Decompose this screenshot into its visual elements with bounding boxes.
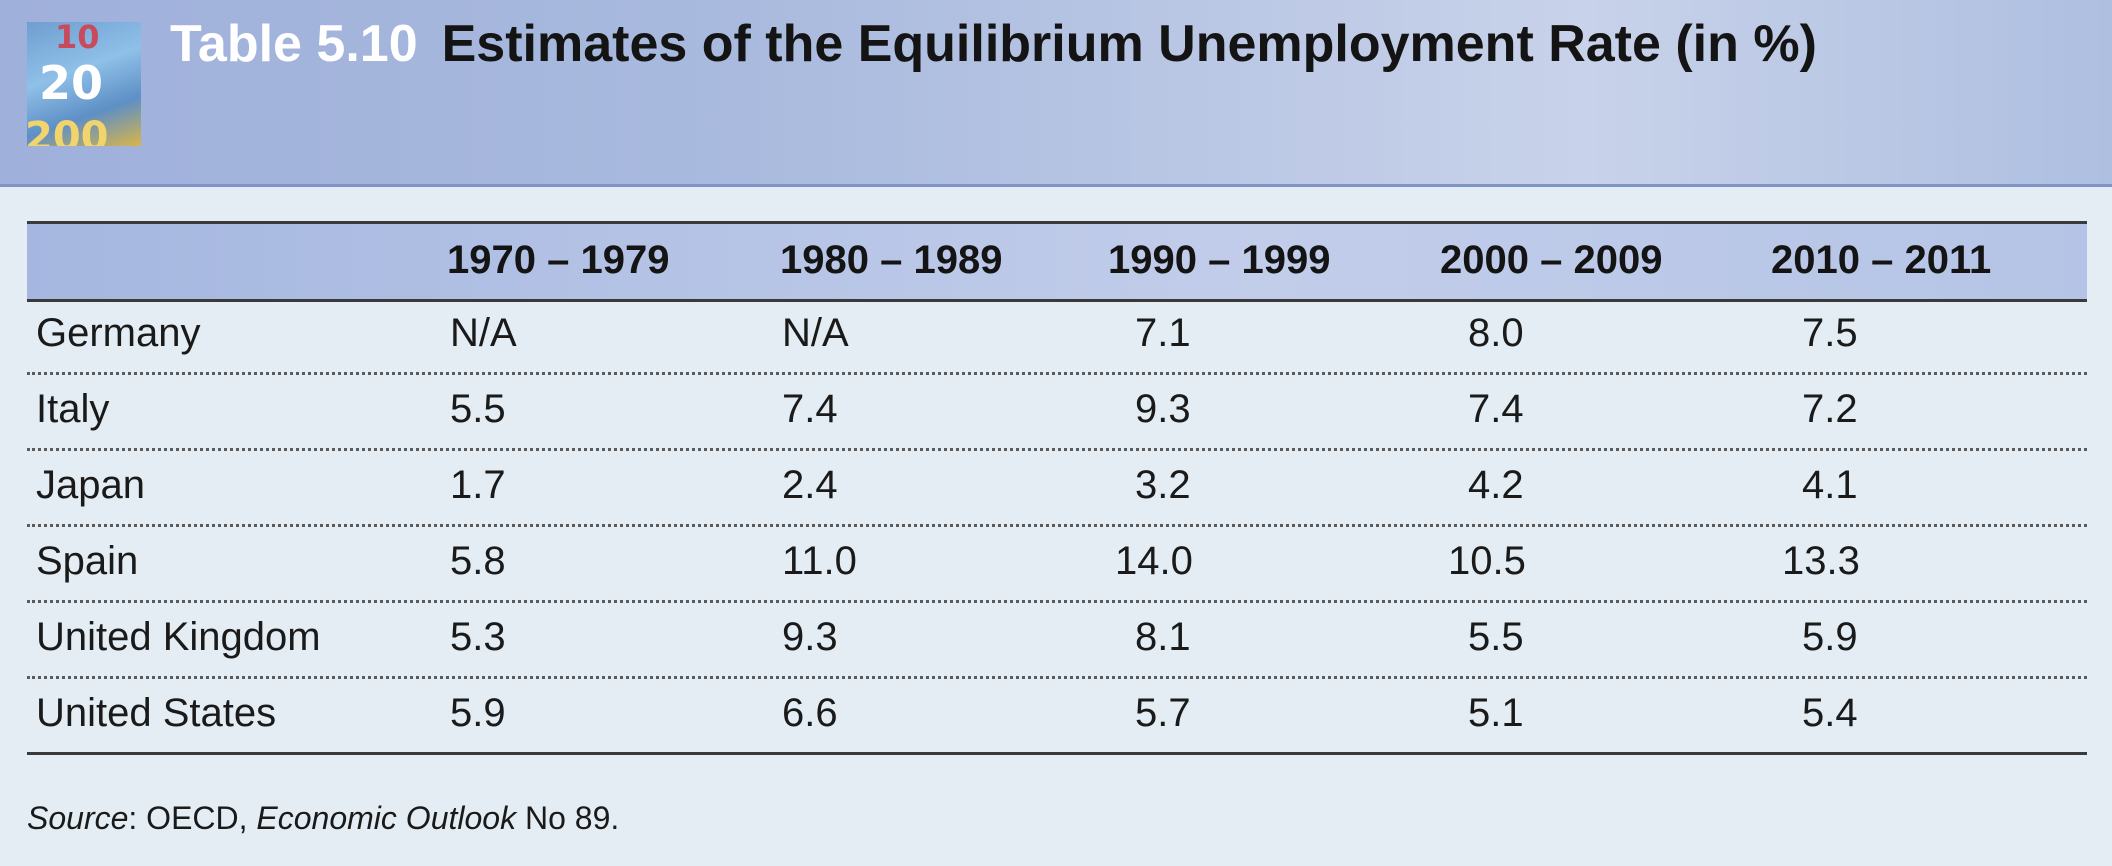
source-label: Source	[27, 800, 129, 836]
header-cell-1990s: 1990 – 1999	[1108, 238, 1331, 282]
row-value: 14.0	[1115, 539, 1193, 583]
source-separator: : OECD,	[128, 800, 257, 836]
table-row: Italy 5.5 7.4 9.3 7.4 7.2	[27, 375, 2087, 451]
currency-thumbnail-icon: 10 20 200	[27, 22, 141, 146]
row-value: 5.5	[1468, 615, 1524, 659]
table-row: United States 5.9 6.6 5.7 5.1 5.4	[27, 679, 2087, 755]
row-country: Germany	[36, 311, 201, 355]
source-issue: No 89.	[516, 800, 620, 836]
row-value: 5.9	[450, 691, 506, 735]
row-value: 7.2	[1802, 387, 1858, 431]
row-value: 8.1	[1135, 615, 1191, 659]
row-value: 7.1	[1135, 311, 1191, 355]
table-row: Japan 1.7 2.4 3.2 4.2 4.1	[27, 451, 2087, 527]
table-row: Spain 5.8 11.0 14.0 10.5 13.3	[27, 527, 2087, 603]
row-value: 2.4	[782, 463, 838, 507]
row-value: 13.3	[1782, 539, 1860, 583]
header-cell-2000s: 2000 – 2009	[1440, 238, 1663, 282]
row-value: 9.3	[1135, 387, 1191, 431]
row-value: 5.1	[1468, 691, 1524, 735]
row-value: 5.7	[1135, 691, 1191, 735]
row-country: Japan	[36, 463, 145, 507]
source-note: Source: OECD, Economic Outlook No 89.	[27, 800, 619, 837]
row-value: 7.4	[1468, 387, 1524, 431]
row-value: N/A	[782, 311, 849, 355]
row-value: 6.6	[782, 691, 838, 735]
header-cell-1970s: 1970 – 1979	[447, 238, 670, 282]
thumbnail-digit: 200	[27, 114, 109, 146]
row-value: 8.0	[1468, 311, 1524, 355]
header-cell-1980s: 1980 – 1989	[780, 238, 1003, 282]
row-value: 7.5	[1802, 311, 1858, 355]
row-value: 1.7	[450, 463, 506, 507]
row-country: Italy	[36, 387, 110, 431]
table-body: Germany N/A N/A 7.1 8.0 7.5 Italy 5.5 7.…	[27, 299, 2087, 755]
thumbnail-digit: 20	[39, 56, 104, 110]
table-title: Estimates of the Equilibrium Unemploymen…	[441, 15, 1817, 73]
table-row: United Kingdom 5.3 9.3 8.1 5.5 5.9	[27, 603, 2087, 679]
thumbnail-digit: 10	[55, 22, 100, 56]
row-country: United States	[36, 691, 277, 735]
row-value: 3.2	[1135, 463, 1191, 507]
row-value: 10.5	[1448, 539, 1526, 583]
table-header-row: 1970 – 1979 1980 – 1989 1990 – 1999 2000…	[27, 221, 2087, 302]
row-value: 5.9	[1802, 615, 1858, 659]
header-cell-2010s: 2010 – 2011	[1771, 238, 1992, 282]
row-country: United Kingdom	[36, 615, 321, 659]
table-number: Table 5.10	[170, 15, 418, 73]
title-banner: 10 20 200 Table 5.10 Estimates of the Eq…	[0, 0, 2112, 187]
row-value: 4.1	[1802, 463, 1858, 507]
row-value: 5.5	[450, 387, 506, 431]
row-value: 7.4	[782, 387, 838, 431]
title-line: Table 5.10 Estimates of the Equilibrium …	[170, 14, 1817, 84]
row-value: 5.8	[450, 539, 506, 583]
row-country: Spain	[36, 539, 139, 583]
table-row: Germany N/A N/A 7.1 8.0 7.5	[27, 299, 2087, 375]
row-value: N/A	[450, 311, 517, 355]
row-value: 4.2	[1468, 463, 1524, 507]
source-publication: Economic Outlook	[256, 800, 517, 836]
row-value: 9.3	[782, 615, 838, 659]
row-value: 11.0	[782, 539, 857, 583]
row-value: 5.3	[450, 615, 506, 659]
row-value: 5.4	[1802, 691, 1858, 735]
